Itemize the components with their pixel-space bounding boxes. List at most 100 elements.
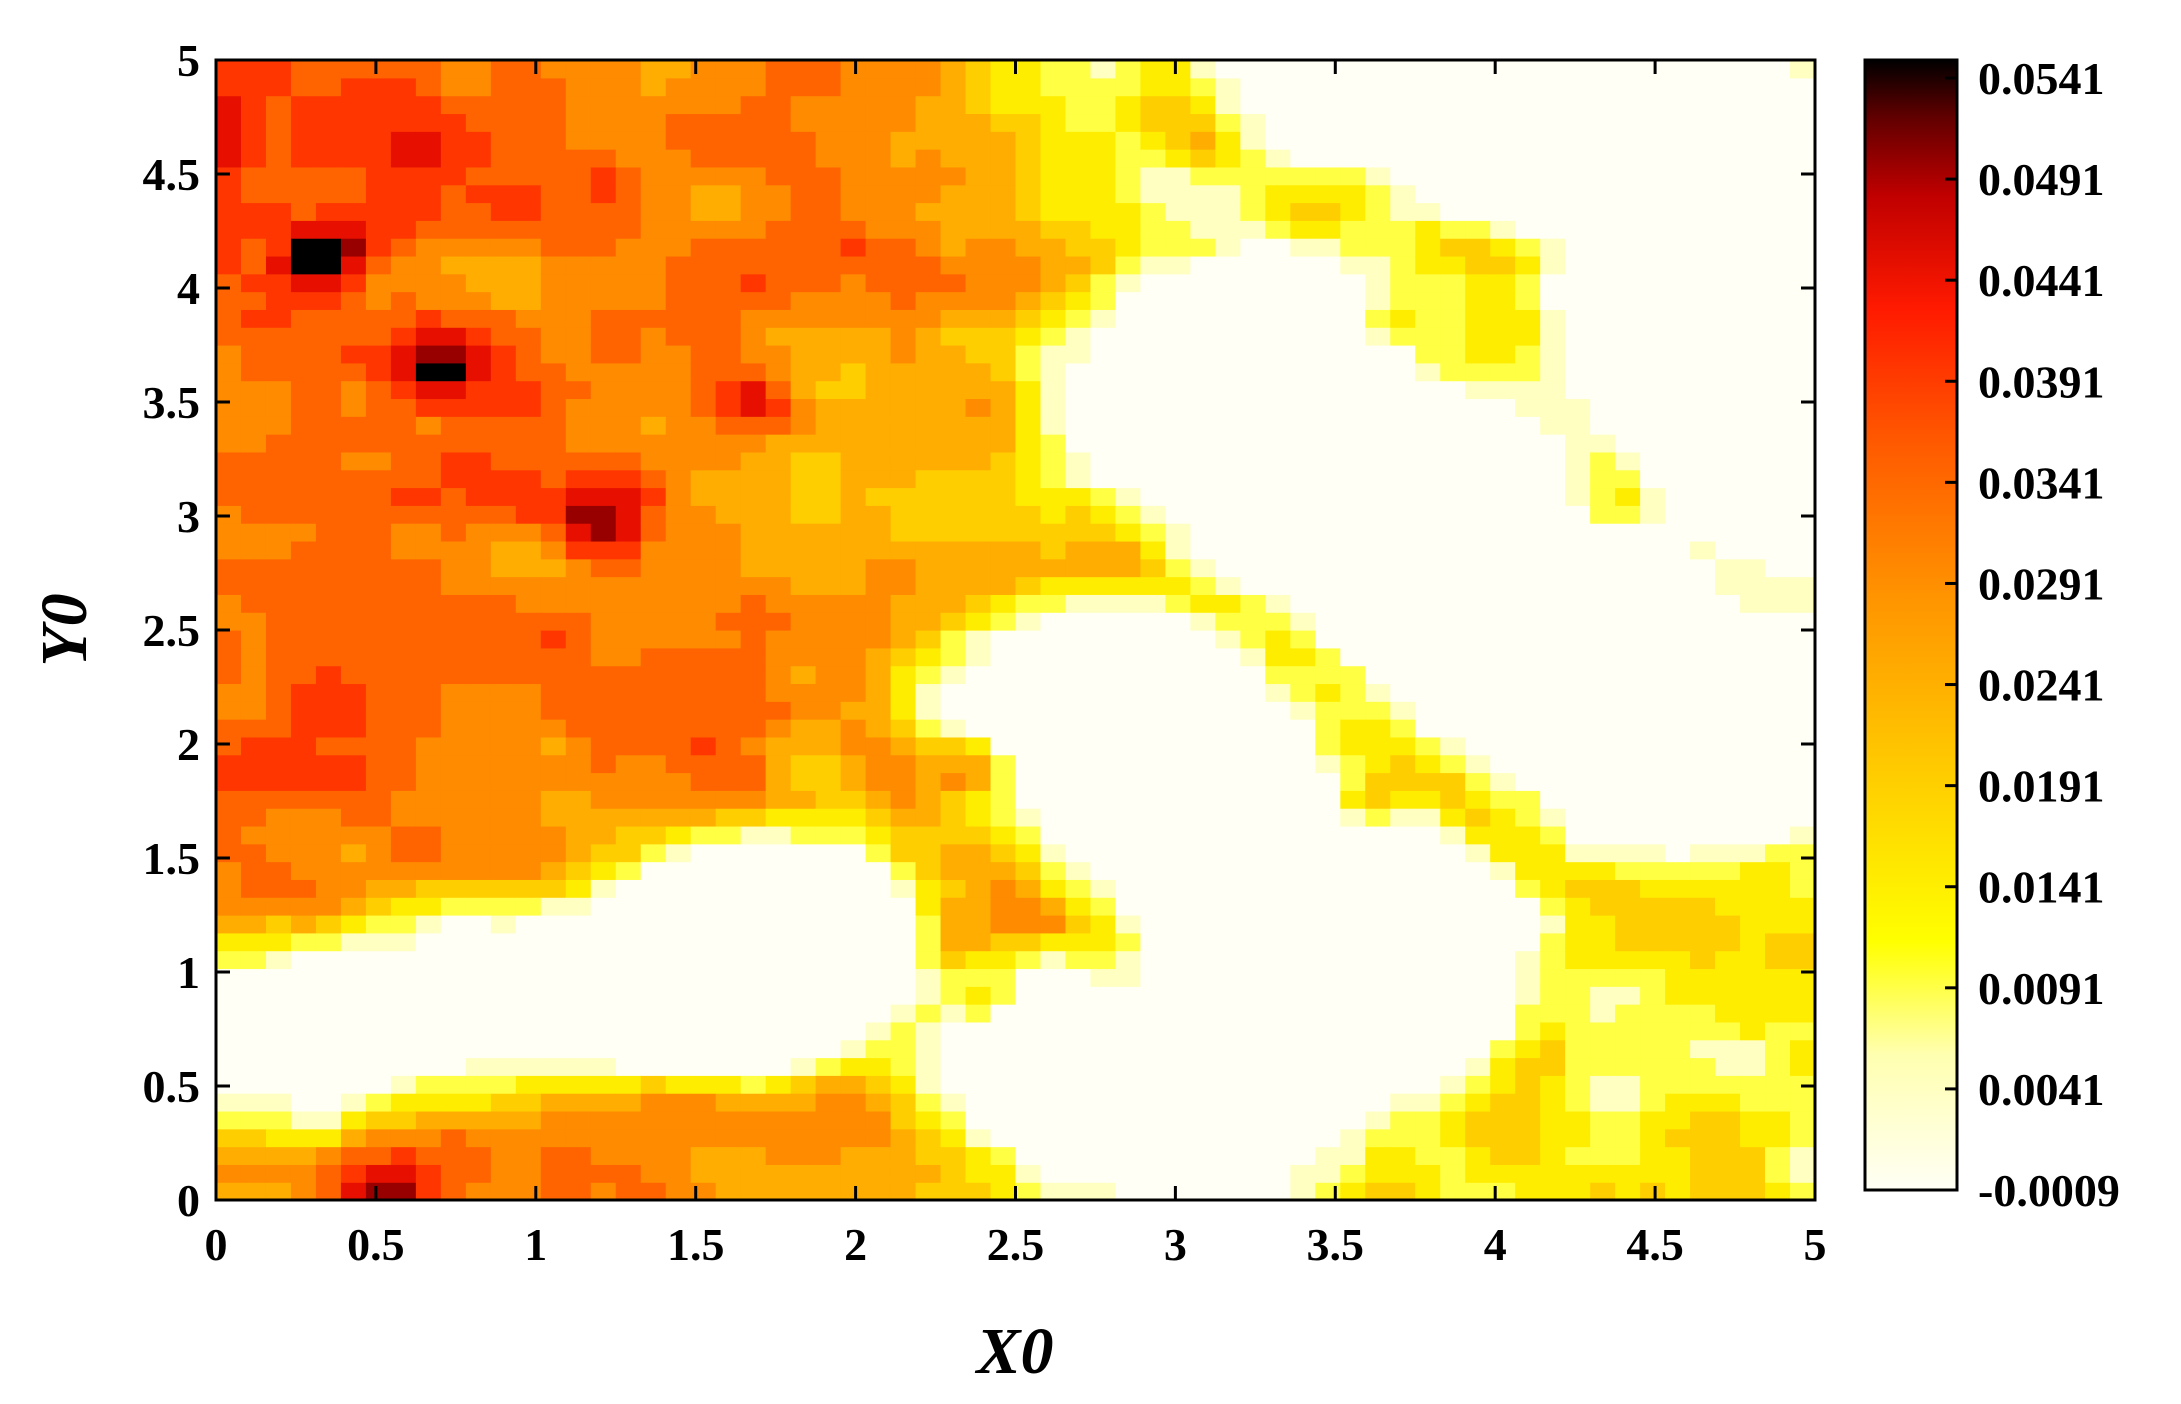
contour-cell	[940, 968, 967, 987]
contour-cell	[815, 1128, 842, 1148]
contour-cell	[1215, 184, 1241, 204]
contour-cell	[1440, 736, 1466, 756]
contour-cell	[565, 630, 592, 649]
contour-cell	[240, 540, 267, 560]
contour-cell	[615, 790, 642, 809]
contour-cell	[715, 380, 742, 400]
contour-cell	[965, 380, 992, 400]
contour-cell	[1740, 843, 1766, 863]
contour-cell	[540, 1164, 567, 1183]
contour-cell	[1415, 166, 1441, 186]
contour-cell	[565, 184, 592, 204]
contour-cell	[1440, 1146, 1466, 1165]
contour-cell	[1590, 469, 1616, 489]
contour-cell	[1140, 647, 1166, 667]
contour-cell	[990, 808, 1017, 827]
contour-cell	[1590, 345, 1616, 364]
contour-cell	[565, 915, 592, 934]
contour-cell	[265, 345, 292, 364]
contour-cell	[240, 932, 267, 952]
colorbar-tick-label: 0.0041	[1978, 1064, 2105, 1115]
contour-cell	[1115, 362, 1142, 382]
contour-cell	[216, 166, 242, 186]
contour-cell	[915, 77, 942, 97]
contour-cell	[840, 576, 867, 595]
contour-cell	[240, 202, 267, 221]
colorbar: 0.05410.04910.04410.03910.03410.02910.02…	[1863, 53, 2120, 1216]
contour-cell	[915, 1182, 942, 1200]
contour-cell	[1140, 558, 1166, 578]
contour-cell	[315, 77, 342, 97]
contour-cell	[440, 1093, 467, 1112]
contour-cell	[1790, 77, 1815, 97]
contour-cell	[1540, 255, 1566, 275]
contour-cell	[715, 915, 742, 934]
contour-cell	[1315, 683, 1341, 702]
contour-cell	[465, 131, 492, 150]
contour-cell	[665, 255, 692, 275]
contour-cell	[915, 273, 942, 293]
contour-cell	[1390, 558, 1416, 578]
contour-cell	[1640, 1057, 1666, 1076]
contour-cell	[440, 60, 467, 79]
contour-cell	[740, 166, 767, 186]
contour-cell	[265, 612, 292, 631]
contour-cell	[665, 131, 692, 150]
contour-cell	[940, 451, 967, 471]
contour-cell	[1190, 540, 1216, 560]
contour-cell	[640, 1146, 667, 1165]
contour-cell	[1790, 202, 1815, 221]
contour-cell	[1090, 77, 1117, 97]
contour-cell	[1240, 451, 1266, 471]
contour-cell	[840, 166, 867, 186]
contour-cell	[990, 897, 1017, 916]
contour-cell	[315, 540, 342, 560]
contour-cell	[815, 416, 842, 435]
contour-cell	[1740, 77, 1766, 97]
contour-cell	[265, 736, 292, 756]
contour-cell	[765, 612, 792, 631]
contour-cell	[790, 273, 817, 293]
contour-cell	[515, 915, 542, 934]
contour-cell	[1390, 719, 1416, 738]
contour-cell	[890, 434, 917, 453]
contour-cell	[1165, 1093, 1191, 1112]
contour-cell	[240, 1182, 267, 1200]
contour-cell	[1040, 683, 1067, 702]
contour-cell	[590, 487, 617, 506]
contour-cell	[515, 487, 542, 506]
contour-cell	[540, 1075, 567, 1094]
contour-cell	[1315, 1182, 1341, 1200]
contour-cell	[890, 1057, 917, 1076]
contour-cell	[315, 1039, 342, 1059]
contour-cell	[1765, 968, 1791, 987]
contour-cell	[1690, 273, 1716, 293]
contour-cell	[1190, 487, 1216, 506]
contour-cell	[1140, 1128, 1166, 1148]
contour-cell	[1165, 309, 1191, 328]
contour-cell	[615, 362, 642, 382]
contour-cell	[790, 932, 817, 952]
contour-cell	[390, 220, 417, 239]
contour-cell	[1165, 166, 1191, 186]
contour-cell	[990, 719, 1017, 738]
contour-cell	[1015, 612, 1042, 631]
contour-cell	[1415, 950, 1441, 970]
contour-cell	[540, 986, 567, 1005]
contour-cell	[1265, 540, 1291, 560]
contour-cell	[1540, 398, 1566, 417]
contour-cell	[365, 950, 392, 970]
contour-cell	[1790, 523, 1815, 542]
contour-cell	[265, 701, 292, 720]
contour-cell	[1690, 879, 1716, 898]
contour-cell	[865, 1021, 892, 1041]
contour-cell	[1690, 1039, 1716, 1059]
contour-cell	[965, 1004, 992, 1023]
contour-cell	[415, 540, 442, 560]
contour-cell	[465, 861, 492, 880]
contour-cell	[815, 736, 842, 756]
contour-cell	[1140, 184, 1166, 204]
contour-cell	[1765, 523, 1791, 542]
contour-cell	[865, 594, 892, 613]
contour-cell	[940, 1004, 967, 1023]
